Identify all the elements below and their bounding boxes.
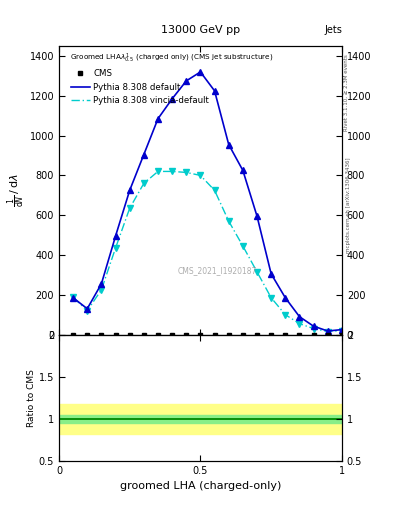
Line: Pythia 8.308 vincia-default: Pythia 8.308 vincia-default	[73, 172, 342, 332]
CMS	[283, 331, 288, 337]
CMS	[170, 331, 174, 337]
Pythia 8.308 vincia-default	[269, 295, 274, 301]
CMS	[241, 331, 245, 337]
Pythia 8.308 vincia-default	[198, 173, 203, 179]
Pythia 8.308 vincia-default	[340, 328, 344, 334]
Pythia 8.308 default	[170, 96, 174, 102]
Text: mcplots.cern.ch [arXiv:1306.3436]: mcplots.cern.ch [arXiv:1306.3436]	[346, 157, 351, 252]
Pythia 8.308 default	[212, 88, 217, 94]
CMS	[99, 331, 104, 337]
Pythia 8.308 vincia-default	[141, 180, 146, 186]
CMS	[198, 331, 203, 337]
Pythia 8.308 vincia-default	[241, 243, 245, 249]
Pythia 8.308 vincia-default	[99, 287, 104, 293]
Pythia 8.308 default	[226, 141, 231, 147]
CMS	[184, 331, 189, 337]
Y-axis label: $\frac{1}{\mathregular{d}N}\,/\,\mathregular{d}\lambda$: $\frac{1}{\mathregular{d}N}\,/\,\mathreg…	[5, 174, 27, 207]
Pythia 8.308 default	[340, 327, 344, 333]
CMS	[127, 331, 132, 337]
Pythia 8.308 vincia-default	[170, 168, 174, 175]
Pythia 8.308 vincia-default	[212, 187, 217, 194]
Pythia 8.308 default	[184, 78, 189, 84]
Text: Groomed LHA$\lambda^{1}_{0.5}$ (charged only) (CMS jet substructure): Groomed LHA$\lambda^{1}_{0.5}$ (charged …	[70, 52, 274, 65]
CMS	[71, 331, 75, 337]
CMS	[156, 331, 160, 337]
Pythia 8.308 vincia-default	[297, 321, 302, 327]
Pythia 8.308 default	[297, 314, 302, 320]
Pythia 8.308 vincia-default	[113, 245, 118, 251]
CMS	[212, 331, 217, 337]
Pythia 8.308 default	[127, 187, 132, 194]
Pythia 8.308 default	[241, 167, 245, 174]
CMS	[141, 331, 146, 337]
Pythia 8.308 vincia-default	[71, 294, 75, 300]
Pythia 8.308 vincia-default	[255, 269, 259, 275]
Pythia 8.308 default	[113, 233, 118, 239]
Pythia 8.308 vincia-default	[85, 308, 90, 314]
Pythia 8.308 vincia-default	[226, 218, 231, 224]
Pythia 8.308 default	[325, 328, 330, 334]
Pythia 8.308 default	[99, 281, 104, 287]
CMS	[113, 331, 118, 337]
X-axis label: groomed LHA (charged-only): groomed LHA (charged-only)	[120, 481, 281, 491]
Pythia 8.308 default	[255, 213, 259, 219]
Text: Jets: Jets	[324, 25, 342, 34]
Pythia 8.308 default	[283, 295, 288, 301]
Pythia 8.308 default	[71, 295, 75, 301]
Pythia 8.308 vincia-default	[283, 312, 288, 318]
Pythia 8.308 default	[311, 323, 316, 329]
Pythia 8.308 default	[198, 69, 203, 75]
Line: CMS: CMS	[71, 332, 344, 337]
Pythia 8.308 vincia-default	[325, 329, 330, 335]
Pythia 8.308 default	[141, 152, 146, 158]
CMS	[85, 331, 90, 337]
CMS	[340, 331, 344, 337]
Pythia 8.308 vincia-default	[127, 205, 132, 211]
CMS	[297, 331, 302, 337]
Pythia 8.308 vincia-default	[184, 169, 189, 176]
Pythia 8.308 vincia-default	[311, 326, 316, 332]
Y-axis label: Ratio to CMS: Ratio to CMS	[27, 369, 36, 426]
Legend: CMS, Pythia 8.308 default, Pythia 8.308 vincia-default: CMS, Pythia 8.308 default, Pythia 8.308 …	[67, 66, 212, 109]
Text: Rivet 3.1.10, ≥ 2.3M events: Rivet 3.1.10, ≥ 2.3M events	[344, 54, 349, 131]
CMS	[255, 331, 259, 337]
CMS	[269, 331, 274, 337]
CMS	[311, 331, 316, 337]
Pythia 8.308 vincia-default	[156, 168, 160, 175]
CMS	[226, 331, 231, 337]
Text: 13000 GeV pp: 13000 GeV pp	[161, 25, 240, 34]
Pythia 8.308 default	[269, 271, 274, 277]
Pythia 8.308 default	[85, 306, 90, 312]
CMS	[325, 331, 330, 337]
Pythia 8.308 default	[156, 116, 160, 122]
Text: CMS_2021_I1920187: CMS_2021_I1920187	[178, 267, 257, 275]
Line: Pythia 8.308 default: Pythia 8.308 default	[73, 72, 342, 331]
